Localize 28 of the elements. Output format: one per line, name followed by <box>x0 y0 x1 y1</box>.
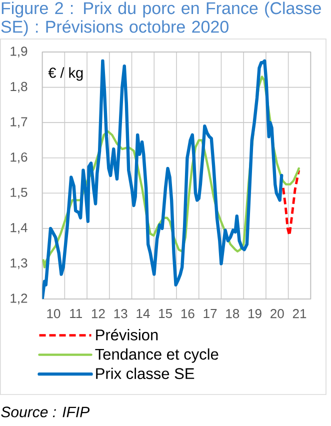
y-tick-label: 1,3 <box>10 258 28 270</box>
x-tick-label: 17 <box>204 309 217 318</box>
legend-label: Prévision <box>96 328 158 340</box>
y-axis-title: € / kg <box>48 67 83 81</box>
x-tick-label: 16 <box>181 309 194 318</box>
y-tick-label: 1,8 <box>10 82 28 93</box>
x-tick-label: 19 <box>248 309 262 318</box>
y-tick-label: 1,5 <box>10 188 28 198</box>
x-tick-label: 20 <box>270 309 284 318</box>
x-tick-label: 10 <box>47 309 60 318</box>
x-tick-label: 11 <box>70 309 82 318</box>
line-series <box>282 169 300 237</box>
legend-label: Prix classe SE <box>96 368 194 380</box>
x-tick-label: 18 <box>226 309 240 318</box>
x-tick-label: 15 <box>159 309 172 318</box>
x-tick-label: 21 <box>292 309 306 318</box>
x-tick-label: 12 <box>92 309 105 318</box>
x-tick-label: 14 <box>136 309 150 318</box>
x-tick-label: 13 <box>114 309 128 318</box>
source-note: Source : IFIP <box>1 406 90 418</box>
line-series <box>42 59 284 299</box>
chart-title: Figure 2 : Prix du porc en France (Classe SE) : Prévisions octobre 2020 <box>1 2 321 36</box>
y-tick-label: 1,7 <box>10 117 28 128</box>
legend-label: Tendance et cycle <box>95 348 218 363</box>
y-tick-label: 1,4 <box>10 223 28 234</box>
y-tick-label: 1,2 <box>10 294 28 304</box>
y-tick-label: 1,9 <box>10 46 28 58</box>
y-tick-label: 1,6 <box>10 152 28 164</box>
